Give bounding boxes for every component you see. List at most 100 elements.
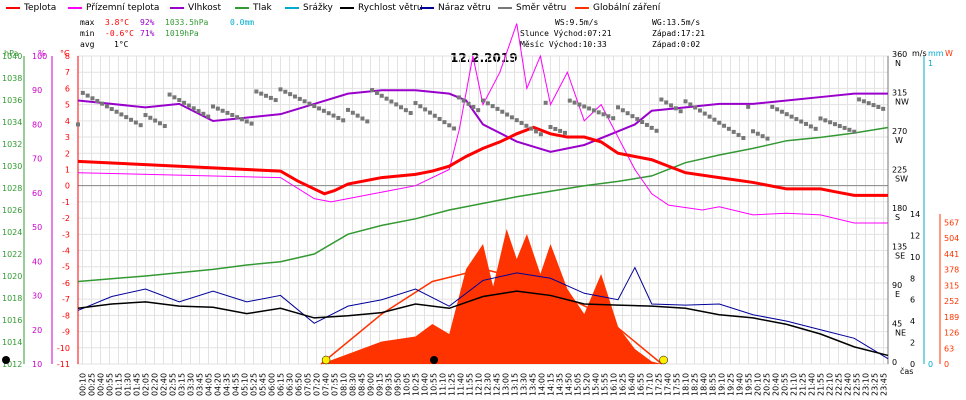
time-tick: 18:25 xyxy=(691,373,700,396)
wind-dir-point xyxy=(336,115,341,120)
wind-dir-point xyxy=(717,120,722,125)
degc-tick: -1 xyxy=(62,198,70,207)
wind-dir-point xyxy=(220,108,225,113)
time-tick: 23:45 xyxy=(880,373,889,396)
wind-dir-point xyxy=(365,119,370,124)
degc-tick: 8 xyxy=(65,52,70,61)
wind-dir-point xyxy=(857,97,862,102)
w-tick: 441 xyxy=(944,250,959,259)
dir-tick: 90 xyxy=(892,281,902,290)
humidity-line xyxy=(77,89,888,153)
stat-wg: WG:13.5m/s xyxy=(652,18,701,27)
wind-dir-point xyxy=(601,112,606,117)
wind-dir-point xyxy=(215,106,220,111)
time-tick: 17:25 xyxy=(655,373,664,396)
wind-dir-point xyxy=(268,95,273,100)
wind-dir-point xyxy=(813,126,818,131)
time-tick: 15:40 xyxy=(592,373,601,396)
wind-dir-point xyxy=(244,119,249,124)
wind-dir-point xyxy=(741,136,746,141)
wind-dir-point xyxy=(524,123,529,128)
wind-dir-point xyxy=(529,126,534,131)
time-tick: 13:30 xyxy=(520,373,529,396)
wind-dir-point xyxy=(350,110,355,115)
hpa-tick: 1026 xyxy=(2,206,22,215)
wind-dir-point xyxy=(611,116,616,121)
wind-dir-point xyxy=(871,103,876,108)
wind-dir-point xyxy=(842,125,847,130)
pct-tick: 90 xyxy=(32,86,42,95)
w-tick: 126 xyxy=(944,329,959,338)
time-tick: 08:45 xyxy=(358,373,367,396)
wind-dir-point xyxy=(635,117,640,122)
wind-dir-point xyxy=(461,98,466,103)
stat-avg-label: avg xyxy=(80,40,95,49)
w-tick: 378 xyxy=(944,266,959,275)
wind-dir-point xyxy=(485,101,490,106)
unit-ms: m/s xyxy=(912,49,927,58)
wind-dir-point xyxy=(442,120,447,125)
w-tick: 315 xyxy=(944,281,959,290)
wind-dir-point xyxy=(799,119,804,124)
time-tick: 07:05 xyxy=(304,373,313,396)
wind-dir-point xyxy=(509,115,514,120)
hpa-tick: 1038 xyxy=(2,74,22,83)
dir-tick: 225 xyxy=(892,166,907,175)
time-tick: 10:25 xyxy=(412,373,421,396)
wind-dir-point xyxy=(861,99,866,104)
time-tick: 17:55 xyxy=(673,373,682,396)
wind-dir-point xyxy=(495,106,500,111)
degc-tick: -4 xyxy=(62,247,70,256)
time-tick: 21:10 xyxy=(790,373,799,396)
dir-tick: 315 xyxy=(892,89,907,98)
ms-tick: 6 xyxy=(910,296,915,305)
time-tick: 00:25 xyxy=(88,373,97,396)
wind-dir-point xyxy=(307,101,312,106)
ms-tick: 2 xyxy=(910,339,915,348)
degc-tick: 6 xyxy=(65,84,70,93)
wind-dir-point xyxy=(697,108,702,113)
wind-dir-point xyxy=(640,120,645,124)
time-tick: 02:55 xyxy=(169,373,178,396)
degc-tick: -3 xyxy=(62,230,70,239)
time-tick: 16:25 xyxy=(619,373,628,396)
time-tick: 02:05 xyxy=(142,373,151,396)
wind-dir-point xyxy=(755,131,760,136)
wind-dir-point xyxy=(211,104,215,109)
wind-dir-point xyxy=(644,122,649,127)
hpa-tick: 1030 xyxy=(2,162,22,171)
legend-label: Náraz větru xyxy=(438,3,491,13)
wind-dir-point xyxy=(408,111,413,116)
time-tick: 01:15 xyxy=(115,373,124,396)
dir-compass: E xyxy=(895,290,900,299)
legend-label: Teplota xyxy=(24,3,57,13)
wind-dir-point xyxy=(109,107,114,112)
time-tick: 02:40 xyxy=(160,373,169,396)
time-tick: 21:25 xyxy=(799,373,808,396)
dir-compass: NE xyxy=(895,329,906,338)
wind-dir-point xyxy=(312,104,317,109)
unit-pct: % xyxy=(38,49,46,58)
time-tick: 08:30 xyxy=(349,373,358,396)
wind-dir-point xyxy=(133,120,138,125)
time-tick: 04:20 xyxy=(214,373,223,396)
stat-avg-temp: 1°C xyxy=(114,40,129,49)
wind-dir-point xyxy=(534,129,539,134)
dir-compass: SE xyxy=(895,252,905,261)
wind-dir-point xyxy=(649,125,654,130)
legend-swatch xyxy=(285,6,299,9)
pct-tick: 60 xyxy=(32,189,42,198)
wind-dir-point xyxy=(249,121,254,126)
legend-swatch xyxy=(170,6,184,9)
wind-dir-point xyxy=(423,107,428,112)
ms-tick: 4 xyxy=(910,317,915,326)
sunset-marker xyxy=(659,355,668,365)
wind-dir-point xyxy=(239,117,244,122)
wind-dir-point xyxy=(403,108,408,113)
time-tick: 13:15 xyxy=(511,373,520,396)
time-tick: 11:40 xyxy=(457,373,466,396)
wind-dir-point xyxy=(447,123,452,128)
degc-tick: 7 xyxy=(65,68,70,77)
time-tick: 13:45 xyxy=(529,373,538,396)
